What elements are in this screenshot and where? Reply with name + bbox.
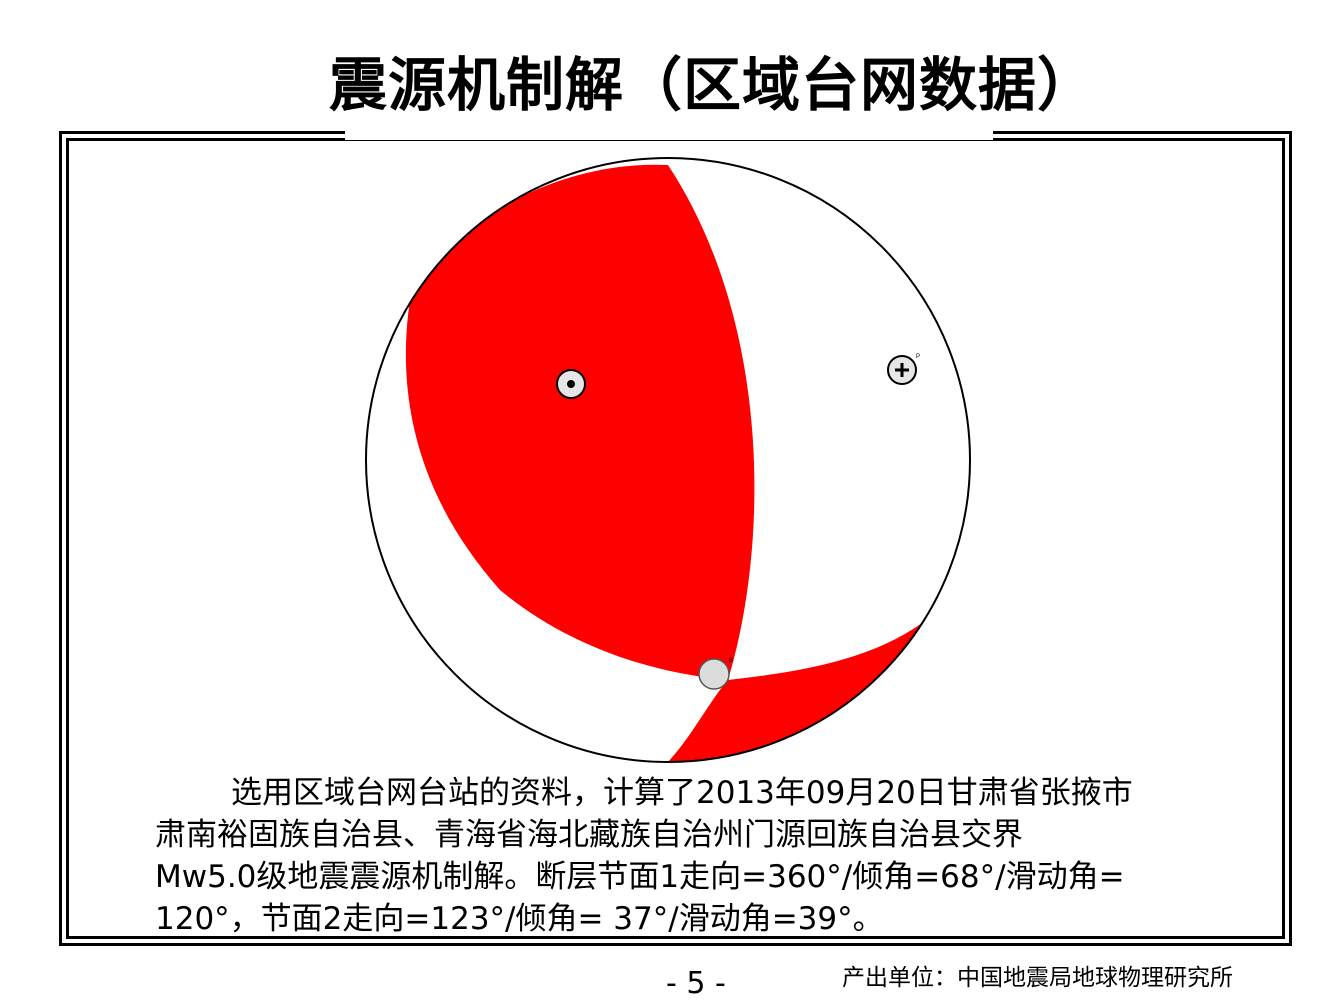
page-title: 震源机制解（区域台网数据）	[328, 51, 1096, 119]
page-number: - 5 -	[666, 966, 726, 1001]
description-line-3: Mw5.0级地震震源机制解。断层节面1走向=360°/倾角=68°/滑动角=	[155, 859, 1125, 895]
compression-quadrant-lower	[665, 623, 922, 762]
p-axis-symbol	[887, 355, 917, 385]
frame-gap	[345, 128, 993, 140]
p-axis-label: P	[916, 354, 920, 360]
description-line-1: 选用区域台网台站的资料，计算了2013年09月20日甘肃省张掖市	[231, 775, 1133, 811]
t-axis-symbol	[556, 369, 586, 399]
description-line-2: 肃南裕固族自治县、青海省海北藏族自治州门源回族自治县交界	[155, 817, 1023, 853]
description-line-4: 120°，节面2走向=123°/倾角= 37°/滑动角=39°。	[155, 901, 884, 937]
description-text: 选用区域台网台站的资料，计算了2013年09月20日甘肃省张掖市 肃南裕固族自治…	[155, 772, 1215, 940]
beachball-outline	[365, 157, 971, 763]
compression-quadrant-upper	[405, 164, 755, 680]
b-axis-label: B	[729, 658, 733, 664]
producer-credit: 产出单位：中国地震局地球物理研究所	[842, 965, 1233, 991]
b-axis-symbol	[698, 658, 730, 690]
